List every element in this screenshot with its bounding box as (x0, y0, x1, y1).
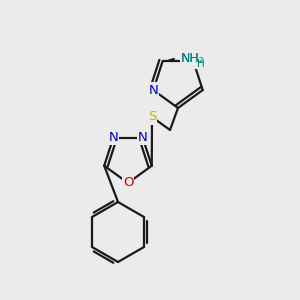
Text: N: N (138, 131, 148, 144)
Text: NH: NH (181, 52, 200, 65)
Text: S: S (189, 55, 197, 68)
Text: N: N (148, 83, 158, 97)
Text: N: N (108, 131, 118, 144)
Text: S: S (148, 110, 156, 124)
Text: H: H (197, 59, 205, 69)
Text: NH₂: NH₂ (181, 52, 205, 65)
Text: O: O (123, 176, 133, 190)
